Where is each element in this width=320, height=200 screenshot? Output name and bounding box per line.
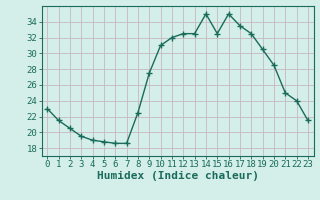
X-axis label: Humidex (Indice chaleur): Humidex (Indice chaleur) [97, 171, 259, 181]
